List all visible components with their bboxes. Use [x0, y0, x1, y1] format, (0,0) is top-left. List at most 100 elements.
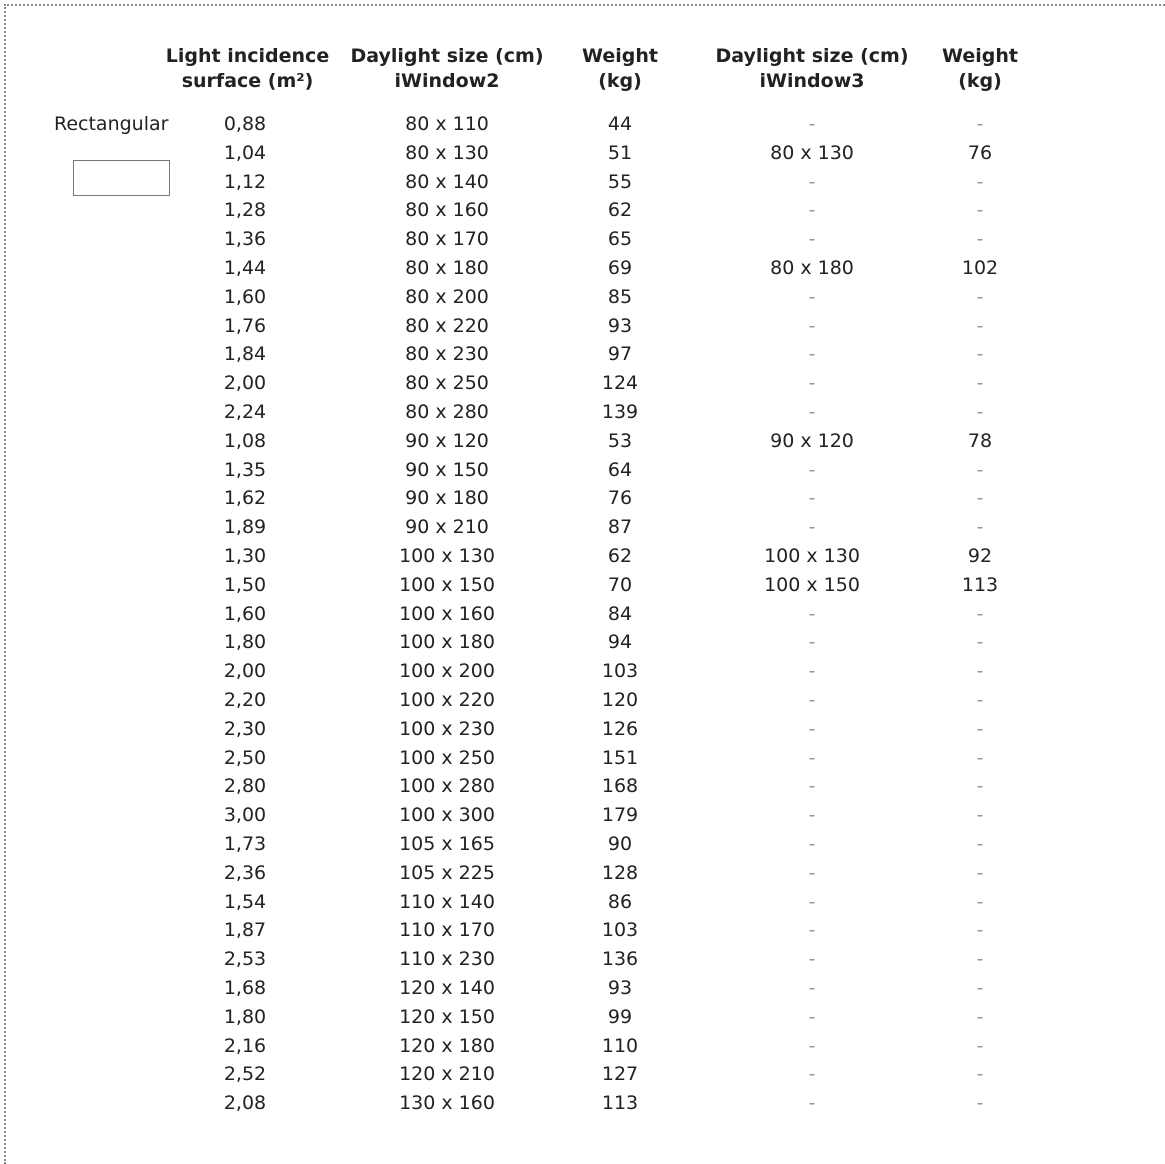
table-row: 1,73 105 x 165 90 - -	[0, 832, 1165, 861]
cell-size-iwindow3: -	[808, 602, 816, 625]
table-row: 2,52 120 x 210 127 - -	[0, 1062, 1165, 1091]
table-row: 1,60 80 x 200 85 - -	[0, 285, 1165, 314]
cell-surface: 2,24	[223, 400, 267, 423]
cell-size-iwindow2: 110 x 140	[399, 890, 495, 913]
cell-surface: 1,12	[223, 170, 267, 193]
cell-surface: 1,60	[223, 285, 267, 308]
cell-size-iwindow3: -	[808, 516, 816, 539]
table-row: 1,50 100 x 150 70 100 x 150 113	[0, 573, 1165, 602]
table-row: 2,30 100 x 230 126 - -	[0, 717, 1165, 746]
cell-weight-iwindow3: -	[976, 228, 984, 251]
cell-surface: 1,76	[223, 314, 267, 337]
cell-surface: 2,08	[223, 1092, 267, 1115]
cell-weight-iwindow2: 65	[607, 228, 633, 251]
cell-size-iwindow3: -	[808, 717, 816, 740]
table-row: 1,54 110 x 140 86 - -	[0, 890, 1165, 919]
cell-size-iwindow2: 80 x 160	[405, 199, 489, 222]
cell-weight-iwindow3: -	[976, 314, 984, 337]
cell-weight-iwindow3: 92	[967, 544, 993, 567]
cell-size-iwindow3: -	[808, 170, 816, 193]
header-size-iwindow3-line1: Daylight size (cm)	[715, 45, 909, 67]
cell-weight-iwindow2: 126	[601, 717, 639, 740]
cell-surface: 1,80	[223, 1005, 267, 1028]
table-row: 1,44 80 x 180 69 80 x 180 102	[0, 256, 1165, 285]
cell-weight-iwindow3: -	[976, 775, 984, 798]
cell-weight-iwindow3: -	[976, 746, 984, 769]
cell-weight-iwindow2: 168	[601, 775, 639, 798]
cell-surface: 2,16	[223, 1034, 267, 1057]
cell-surface: 1,84	[223, 343, 267, 366]
header-surface: Light incidence surface (m²)	[160, 44, 335, 94]
cell-size-iwindow3: 80 x 180	[770, 256, 854, 279]
cell-size-iwindow2: 90 x 150	[405, 458, 489, 481]
cell-size-iwindow2: 120 x 140	[399, 976, 495, 999]
cell-weight-iwindow2: 90	[607, 832, 633, 855]
header-weight-iwindow3: Weight (kg)	[920, 44, 1040, 94]
cell-weight-iwindow2: 103	[601, 919, 639, 942]
cell-size-iwindow2: 130 x 160	[399, 1092, 495, 1115]
cell-size-iwindow3: -	[808, 314, 816, 337]
cell-surface: 1,50	[223, 573, 267, 596]
table-row: 1,04 80 x 130 51 80 x 130 76	[0, 141, 1165, 170]
cell-weight-iwindow3: -	[976, 487, 984, 510]
cell-size-iwindow3: -	[808, 228, 816, 251]
cell-weight-iwindow3: -	[976, 285, 984, 308]
table-row: 2,20 100 x 220 120 - -	[0, 688, 1165, 717]
table-row: 1,08 90 x 120 53 90 x 120 78	[0, 429, 1165, 458]
cell-weight-iwindow3: -	[976, 919, 984, 942]
table-row: 2,00 100 x 200 103 - -	[0, 659, 1165, 688]
cell-size-iwindow2: 80 x 250	[405, 372, 489, 395]
cell-weight-iwindow3: -	[976, 890, 984, 913]
cell-weight-iwindow2: 51	[607, 141, 633, 164]
table-row: 2,50 100 x 250 151 - -	[0, 746, 1165, 775]
cell-size-iwindow2: 105 x 165	[399, 832, 495, 855]
dotted-frame	[4, 4, 1165, 1164]
cell-surface: 1,68	[223, 976, 267, 999]
cell-surface: 2,20	[223, 688, 267, 711]
cell-weight-iwindow3: -	[976, 717, 984, 740]
cell-surface: 1,30	[223, 544, 267, 567]
cell-size-iwindow3: -	[808, 861, 816, 884]
shape-label: Rectangular	[54, 113, 169, 135]
cell-weight-iwindow3: -	[976, 113, 984, 135]
cell-surface: 1,44	[223, 256, 267, 279]
header-surface-line2: surface (m²)	[181, 70, 314, 92]
cell-weight-iwindow3: -	[976, 343, 984, 366]
cell-size-iwindow2: 80 x 280	[405, 400, 489, 423]
table-row: 0,88 80 x 110 44 - -	[0, 112, 1165, 141]
cell-weight-iwindow3: -	[976, 976, 984, 999]
cell-size-iwindow2: 100 x 150	[399, 573, 495, 596]
cell-weight-iwindow2: 69	[607, 256, 633, 279]
header-surface-line1: Light incidence	[165, 45, 330, 67]
cell-size-iwindow3: -	[808, 400, 816, 423]
header-weight-iwindow3-line1: Weight	[942, 45, 1018, 67]
cell-size-iwindow3: 100 x 150	[764, 573, 860, 596]
cell-size-iwindow3: -	[808, 458, 816, 481]
table-row: 1,84 80 x 230 97 - -	[0, 342, 1165, 371]
cell-size-iwindow2: 80 x 220	[405, 314, 489, 337]
cell-size-iwindow3: -	[808, 343, 816, 366]
cell-surface: 2,00	[223, 372, 267, 395]
cell-weight-iwindow2: 124	[601, 372, 639, 395]
cell-size-iwindow3: -	[808, 1063, 816, 1086]
cell-size-iwindow3: -	[808, 487, 816, 510]
cell-weight-iwindow2: 120	[601, 688, 639, 711]
header-weight-iwindow2: Weight (kg)	[570, 44, 670, 94]
table-row: 2,36 105 x 225 128 - -	[0, 861, 1165, 890]
table-row: 1,76 80 x 220 93 - -	[0, 314, 1165, 343]
cell-surface: 1,60	[223, 602, 267, 625]
cell-weight-iwindow3: -	[976, 458, 984, 481]
cell-size-iwindow2: 100 x 300	[399, 804, 495, 827]
cell-size-iwindow3: -	[808, 948, 816, 971]
cell-surface: 1,54	[223, 890, 267, 913]
cell-weight-iwindow3: -	[976, 199, 984, 222]
cell-weight-iwindow3: 113	[961, 573, 999, 596]
cell-weight-iwindow2: 179	[601, 804, 639, 827]
header-size-iwindow2-line2: iWindow2	[394, 70, 500, 92]
cell-surface: 1,36	[223, 228, 267, 251]
cell-surface: 0,88	[223, 113, 267, 135]
cell-size-iwindow2: 110 x 170	[399, 919, 495, 942]
cell-size-iwindow2: 105 x 225	[399, 861, 495, 884]
table-row: 1,36 80 x 170 65 - -	[0, 227, 1165, 256]
cell-weight-iwindow3: 76	[967, 141, 993, 164]
